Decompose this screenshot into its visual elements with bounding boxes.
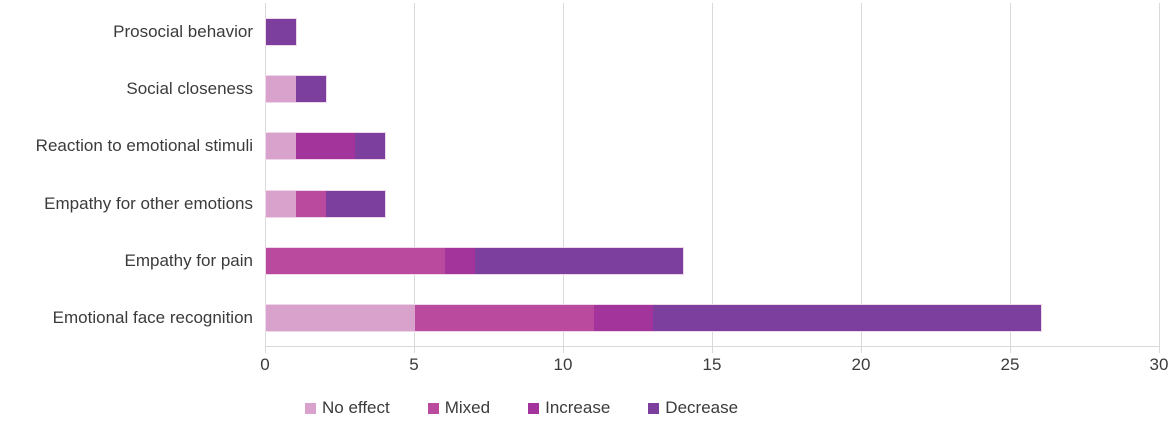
x-axis-line bbox=[265, 346, 1159, 347]
category-label: Empathy for other emotions bbox=[44, 193, 253, 213]
bar-segment-no-effect bbox=[266, 190, 296, 217]
legend: No effect Mixed Increase Decrease bbox=[305, 398, 738, 418]
bar-social-closeness bbox=[265, 75, 327, 103]
bar-empathy-for-pain bbox=[265, 247, 685, 275]
bar-segment-decrease bbox=[355, 133, 386, 160]
bar-emotional-face-recognition bbox=[265, 304, 1042, 333]
gridline bbox=[1010, 3, 1011, 347]
gridline bbox=[861, 3, 862, 347]
bar-segment-increase bbox=[295, 133, 356, 160]
bar-segment-decrease bbox=[325, 190, 386, 217]
legend-swatch bbox=[648, 402, 660, 414]
axis-tick-mark bbox=[861, 347, 862, 353]
category-label: Empathy for pain bbox=[124, 251, 253, 270]
gridline bbox=[563, 3, 564, 347]
bar-segment-decrease bbox=[474, 248, 684, 274]
x-tick-label: 20 bbox=[851, 355, 871, 374]
category-label: Reaction to emotional stimuli bbox=[35, 136, 253, 156]
x-tick-label: 30 bbox=[1149, 355, 1169, 374]
bar-segment-no-effect bbox=[266, 305, 415, 332]
bar-prosocial-behavior bbox=[265, 17, 297, 46]
plot-area bbox=[265, 3, 1160, 353]
category-label: Prosocial behavior bbox=[113, 21, 253, 41]
axis-tick-mark bbox=[414, 347, 415, 353]
bar-segment-mixed bbox=[266, 248, 445, 274]
bar-empathy-for-other-emotions bbox=[265, 189, 387, 218]
legend-label: Decrease bbox=[665, 398, 739, 417]
bar-segment-mixed bbox=[295, 190, 326, 217]
axis-tick-mark bbox=[1159, 347, 1160, 353]
gridline bbox=[265, 3, 266, 347]
category-label: Social closeness bbox=[126, 79, 253, 98]
x-tick-label: 25 bbox=[1000, 355, 1020, 374]
x-tick-label: 0 bbox=[260, 355, 270, 374]
gridline bbox=[1159, 3, 1160, 347]
legend-item-decrease: Decrease bbox=[648, 398, 738, 418]
legend-swatch bbox=[305, 402, 316, 414]
legend-item-increase: Increase bbox=[528, 398, 610, 418]
legend-swatch bbox=[427, 402, 439, 414]
bar-segment-no-effect bbox=[266, 133, 296, 160]
axis-tick-mark bbox=[1010, 347, 1011, 353]
legend-swatch bbox=[528, 402, 540, 414]
axis-tick-mark bbox=[265, 347, 266, 353]
x-tick-label: 10 bbox=[553, 355, 573, 374]
legend-label: No effect bbox=[322, 398, 390, 417]
bar-reaction-to-emotional-stimuli bbox=[265, 132, 387, 161]
gridline bbox=[712, 3, 713, 347]
bar-segment-no-effect bbox=[266, 76, 296, 102]
bar-segment-increase bbox=[444, 248, 475, 274]
axis-tick-mark bbox=[712, 347, 713, 353]
bar-segment-increase bbox=[593, 305, 654, 332]
legend-label: Mixed bbox=[444, 398, 491, 417]
bar-segment-decrease bbox=[295, 76, 326, 102]
x-tick-label: 5 bbox=[409, 355, 419, 374]
legend-item-mixed: Mixed bbox=[427, 398, 491, 418]
category-label: Emotional face recognition bbox=[52, 308, 253, 328]
gridline bbox=[414, 3, 415, 347]
x-tick-label: 15 bbox=[702, 355, 722, 374]
bar-segment-decrease bbox=[266, 18, 296, 45]
bar-segment-decrease bbox=[653, 305, 1041, 332]
axis-tick-mark bbox=[563, 347, 564, 353]
legend-label: Increase bbox=[545, 398, 611, 417]
legend-item-no-effect: No effect bbox=[305, 398, 390, 418]
bar-segment-mixed bbox=[415, 305, 594, 332]
